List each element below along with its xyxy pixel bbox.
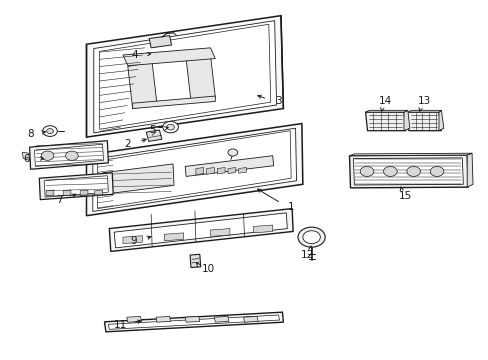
Text: 7: 7 xyxy=(56,195,63,204)
Text: 2: 2 xyxy=(124,139,131,149)
Polygon shape xyxy=(63,190,71,196)
Polygon shape xyxy=(98,131,290,208)
Polygon shape xyxy=(108,315,279,329)
Polygon shape xyxy=(104,312,283,332)
Polygon shape xyxy=(86,123,302,216)
Text: 13: 13 xyxy=(417,96,430,107)
Polygon shape xyxy=(127,62,157,109)
Polygon shape xyxy=(408,111,441,112)
Polygon shape xyxy=(238,167,246,173)
Circle shape xyxy=(42,126,57,136)
Text: 14: 14 xyxy=(378,96,391,107)
Circle shape xyxy=(302,231,320,244)
Polygon shape xyxy=(100,24,270,129)
Polygon shape xyxy=(365,111,407,112)
Polygon shape xyxy=(253,225,272,233)
Text: 15: 15 xyxy=(398,191,411,201)
Polygon shape xyxy=(217,167,224,174)
Polygon shape xyxy=(243,316,258,322)
Text: 12: 12 xyxy=(301,250,314,260)
Text: 6: 6 xyxy=(23,154,30,163)
Polygon shape xyxy=(186,55,215,102)
Polygon shape xyxy=(94,21,276,133)
Polygon shape xyxy=(227,167,235,174)
Circle shape xyxy=(360,166,373,176)
Circle shape xyxy=(166,124,174,130)
Polygon shape xyxy=(349,153,471,156)
Polygon shape xyxy=(149,36,171,48)
Polygon shape xyxy=(206,167,214,174)
Polygon shape xyxy=(214,316,228,322)
Circle shape xyxy=(163,121,178,133)
Circle shape xyxy=(65,151,78,160)
Circle shape xyxy=(383,166,396,176)
Polygon shape xyxy=(39,173,113,200)
Polygon shape xyxy=(156,316,170,322)
Polygon shape xyxy=(185,316,200,322)
Polygon shape xyxy=(196,167,203,175)
Circle shape xyxy=(297,227,325,247)
Polygon shape xyxy=(190,254,201,267)
Polygon shape xyxy=(122,236,142,244)
Polygon shape xyxy=(403,111,409,131)
Polygon shape xyxy=(93,128,296,211)
Polygon shape xyxy=(466,153,472,187)
Circle shape xyxy=(41,151,54,160)
Polygon shape xyxy=(114,213,287,248)
Text: 5: 5 xyxy=(148,125,155,135)
Polygon shape xyxy=(210,229,229,237)
Polygon shape xyxy=(185,156,273,176)
Text: 9: 9 xyxy=(130,236,137,246)
Text: 1: 1 xyxy=(287,202,293,212)
Polygon shape xyxy=(164,233,183,241)
Polygon shape xyxy=(146,130,162,141)
Circle shape xyxy=(46,129,53,134)
Polygon shape xyxy=(22,152,30,160)
Polygon shape xyxy=(80,190,88,196)
Polygon shape xyxy=(34,144,103,166)
Text: 4: 4 xyxy=(132,50,138,60)
Polygon shape xyxy=(46,190,54,196)
Circle shape xyxy=(227,149,237,156)
Polygon shape xyxy=(95,190,102,196)
Polygon shape xyxy=(349,155,467,188)
Polygon shape xyxy=(126,316,141,322)
Polygon shape xyxy=(30,141,108,169)
Polygon shape xyxy=(44,176,108,197)
Polygon shape xyxy=(109,208,292,251)
Polygon shape xyxy=(438,111,443,131)
Polygon shape xyxy=(86,16,283,137)
Polygon shape xyxy=(406,112,441,131)
Polygon shape xyxy=(365,112,405,131)
Polygon shape xyxy=(353,158,462,185)
Polygon shape xyxy=(132,96,215,109)
Text: 3: 3 xyxy=(275,96,281,107)
Circle shape xyxy=(429,166,443,176)
Circle shape xyxy=(406,166,420,176)
Polygon shape xyxy=(102,164,174,194)
Text: 8: 8 xyxy=(27,129,34,139)
Polygon shape xyxy=(122,48,215,66)
Text: 11: 11 xyxy=(114,320,127,330)
Text: 10: 10 xyxy=(201,264,214,274)
